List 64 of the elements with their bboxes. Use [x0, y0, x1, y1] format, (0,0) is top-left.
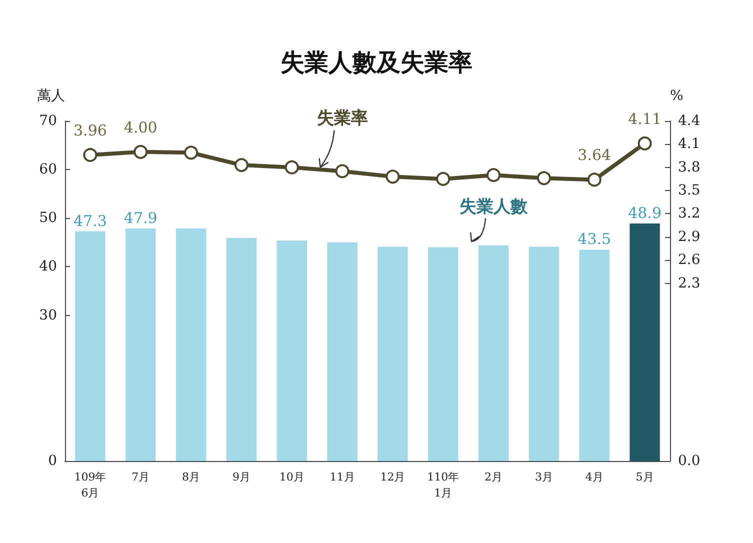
- y2-tick-label: 2.6: [678, 252, 700, 268]
- y2-tick-label: 4.4: [678, 113, 700, 129]
- bar: [226, 238, 257, 461]
- x-tick-label: 5月: [636, 470, 654, 484]
- bar: [176, 228, 206, 461]
- bar: [528, 246, 560, 461]
- chart-title: 失業人數及失業率: [280, 48, 472, 76]
- bar: [75, 231, 106, 461]
- point: [386, 170, 400, 184]
- bar: [378, 246, 408, 461]
- point: [536, 171, 551, 186]
- x-tick-label: 12月: [380, 470, 406, 484]
- data-label: 47.9: [124, 208, 158, 227]
- point: [234, 158, 248, 172]
- point: [436, 172, 450, 186]
- y-tick-label: 70: [39, 113, 57, 129]
- y-tick-label: 30: [39, 307, 57, 324]
- series-label: 失業人數: [460, 196, 529, 217]
- y2-axis-title: %: [670, 88, 684, 104]
- bar: [630, 223, 660, 461]
- x-tick-label: 2月: [484, 470, 503, 484]
- y2-tick-label: 4.1: [678, 136, 700, 152]
- y2-tick-label: 3.8: [678, 159, 700, 176]
- x-tick-label: 10月: [279, 470, 304, 484]
- point: [638, 136, 652, 150]
- x-tick-label: 11月: [330, 470, 355, 484]
- data-label: 43.5: [578, 230, 612, 248]
- point: [284, 160, 299, 174]
- data-label: 47.3: [74, 212, 107, 230]
- bar: [478, 245, 509, 461]
- y-tick-label: 0: [48, 453, 57, 469]
- y-axis-title: 萬人: [37, 88, 65, 104]
- data-label: 4.11: [628, 110, 662, 128]
- y-tick-label: 50: [39, 210, 57, 226]
- y2-tick-label: 0.0: [678, 453, 700, 469]
- y2-tick-label: 3.5: [678, 182, 700, 199]
- bar: [428, 247, 458, 461]
- x-tick-label: 109年 6月: [74, 470, 106, 500]
- y-tick-label: 60: [39, 162, 57, 178]
- text: 失業率: [316, 108, 368, 129]
- data-label: 3.96: [74, 122, 107, 140]
- data-label: 4.00: [124, 118, 158, 136]
- bar: [327, 242, 358, 461]
- bar: [276, 240, 307, 461]
- y2-tick-label: 3.2: [678, 206, 700, 222]
- x-tick-label: 9月: [232, 470, 250, 484]
- y2-tick-label: 2.9: [678, 228, 700, 245]
- bar: [126, 228, 156, 461]
- x-tick-label: 8月: [182, 470, 200, 484]
- x-tick-label: 110年 1月: [427, 470, 460, 500]
- y2-tick-label: 2.3: [678, 275, 700, 292]
- x-tick-label: 4月: [585, 470, 604, 484]
- y-tick-label: 40: [39, 258, 57, 275]
- x-tick-label: 3月: [534, 470, 553, 484]
- point: [184, 146, 198, 160]
- point: [134, 144, 148, 159]
- point: [486, 168, 501, 182]
- bar: [579, 250, 610, 461]
- x-tick-label: 7月: [132, 470, 150, 484]
- point: [587, 172, 602, 187]
- point: [335, 164, 350, 178]
- point: [83, 148, 98, 162]
- data-label: 48.9: [628, 204, 662, 222]
- data-label: 3.64: [578, 146, 612, 164]
